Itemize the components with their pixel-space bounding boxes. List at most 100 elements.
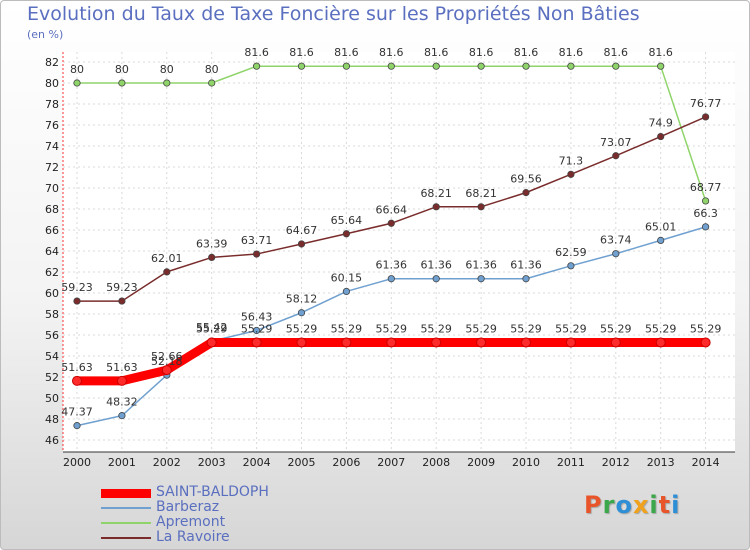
data-label-la-ravoire: 62.01	[151, 252, 183, 265]
legend-swatch-saint-baldoph	[101, 489, 151, 498]
data-point-la-ravoire	[297, 240, 306, 248]
data-label-saint-baldoph: 51.63	[61, 361, 93, 374]
data-point-saint-baldoph	[610, 337, 621, 348]
data-point-la-ravoire	[342, 230, 350, 238]
data-label-la-ravoire: 69.56	[510, 173, 542, 186]
data-label-apremont: 80	[205, 63, 219, 76]
data-label-saint-baldoph: 55.29	[376, 322, 408, 335]
legend-label-saint-baldoph: SAINT-BALDOPH	[156, 484, 269, 500]
data-point-saint-baldoph	[251, 337, 262, 348]
data-point-barberaz	[297, 309, 306, 317]
data-label-saint-baldoph: 55.29	[690, 322, 722, 335]
data-point-la-ravoire	[477, 203, 485, 211]
x-tick-label: 2006	[332, 456, 360, 469]
y-tick-label: 68	[45, 203, 59, 216]
data-point-apremont	[522, 62, 530, 70]
x-tick-label: 2003	[198, 456, 226, 469]
logo-letter: r	[602, 491, 616, 519]
data-label-saint-baldoph: 55.29	[331, 322, 363, 335]
x-tick-label: 2010	[512, 456, 540, 469]
data-label-la-ravoire: 68.21	[465, 187, 497, 200]
y-tick-label: 48	[45, 413, 59, 426]
data-label-la-ravoire: 68.21	[420, 187, 452, 200]
axes: 46 48 50 52 54 56 58 60 62 64 66 68 70 72 74 76 78 80 82 20…	[45, 52, 735, 469]
y-tick-label: 46	[45, 434, 59, 447]
y-tick-label: 72	[45, 161, 59, 174]
data-label-saint-baldoph: 52.66	[151, 350, 183, 363]
data-point-saint-baldoph	[386, 337, 397, 348]
logo-letter: i	[649, 491, 659, 519]
data-point-saint-baldoph	[206, 337, 217, 348]
data-label-la-ravoire: 59.23	[106, 281, 138, 294]
y-tick-label: 54	[45, 350, 59, 363]
data-point-barberaz	[701, 223, 710, 231]
data-label-apremont: 68.77	[690, 181, 722, 194]
data-point-barberaz	[253, 326, 261, 335]
data-label-saint-baldoph: 55.29	[555, 322, 587, 335]
data-point-la-ravoire	[701, 113, 710, 121]
data-point-la-ravoire	[253, 250, 261, 258]
data-point-la-ravoire	[567, 170, 575, 178]
data-label-saint-baldoph: 55.29	[241, 322, 273, 335]
x-tick-label: 2001	[108, 456, 136, 469]
data-label-la-ravoire: 73.07	[600, 136, 632, 149]
data-label-saint-baldoph: 55.29	[465, 322, 497, 335]
legend-swatch-apremont	[101, 522, 151, 524]
data-point-apremont	[118, 79, 126, 87]
data-label-saint-baldoph: 55.29	[600, 322, 632, 335]
data-label-apremont: 81.6	[289, 46, 314, 59]
data-point-saint-baldoph	[476, 337, 487, 348]
unit-label: (en %)	[27, 28, 64, 41]
data-label-saint-baldoph: 55.29	[420, 322, 452, 335]
x-tick-label: 2013	[647, 456, 675, 469]
data-label-barberaz: 65.01	[645, 220, 677, 233]
data-label-saint-baldoph: 55.29	[645, 322, 677, 335]
data-point-apremont	[567, 62, 575, 70]
series-apremont	[73, 62, 710, 205]
data-point-apremont	[657, 62, 665, 70]
data-label-apremont: 81.6	[559, 46, 584, 59]
series-layer	[72, 62, 711, 430]
y-tick-label: 62	[45, 266, 59, 279]
data-point-saint-baldoph	[700, 337, 711, 348]
data-point-apremont	[297, 62, 306, 70]
y-tick-label: 66	[45, 224, 59, 237]
data-label-la-ravoire: 74.9	[648, 117, 673, 130]
y-tick-label: 56	[45, 329, 59, 342]
data-label-la-ravoire: 64.67	[286, 224, 318, 237]
data-label-la-ravoire: 63.71	[241, 234, 273, 247]
data-point-la-ravoire	[118, 297, 126, 305]
data-label-la-ravoire: 66.64	[376, 203, 408, 216]
series-saint-baldoph	[72, 337, 711, 386]
y-tick-label: 64	[45, 245, 59, 258]
data-point-barberaz	[567, 262, 575, 270]
data-point-la-ravoire	[657, 132, 665, 141]
data-point-la-ravoire	[432, 203, 440, 211]
y-tick-label: 76	[45, 119, 59, 132]
data-label-barberaz: 62.59	[555, 246, 587, 259]
data-point-barberaz	[342, 287, 350, 296]
data-label-saint-baldoph: 55.29	[196, 322, 228, 335]
data-point-barberaz	[612, 250, 620, 258]
legend-label-la-ravoire: La Ravoire	[156, 529, 230, 545]
data-label-apremont: 81.6	[469, 46, 494, 59]
data-point-barberaz	[432, 275, 440, 283]
data-point-barberaz	[387, 275, 395, 283]
data-label-apremont: 81.6	[379, 46, 404, 59]
x-tick-label: 2011	[557, 456, 585, 469]
data-point-apremont	[163, 79, 171, 87]
data-label-barberaz: 52.18	[151, 355, 183, 368]
proxiti-logo: Proxiti	[584, 491, 680, 519]
data-label-barberaz: 61.36	[376, 259, 408, 272]
data-point-apremont	[701, 197, 710, 205]
logo-letter: t	[658, 491, 672, 519]
y-tick-label: 70	[45, 182, 59, 195]
data-point-la-ravoire	[163, 268, 171, 276]
data-label-la-ravoire: 65.64	[331, 214, 363, 227]
legend-swatch-barberaz	[101, 507, 151, 509]
data-point-la-ravoire	[73, 297, 81, 305]
y-tick-label: 82	[45, 56, 59, 69]
data-label-saint-baldoph: 55.29	[286, 322, 318, 335]
data-label-apremont: 81.6	[514, 46, 539, 59]
